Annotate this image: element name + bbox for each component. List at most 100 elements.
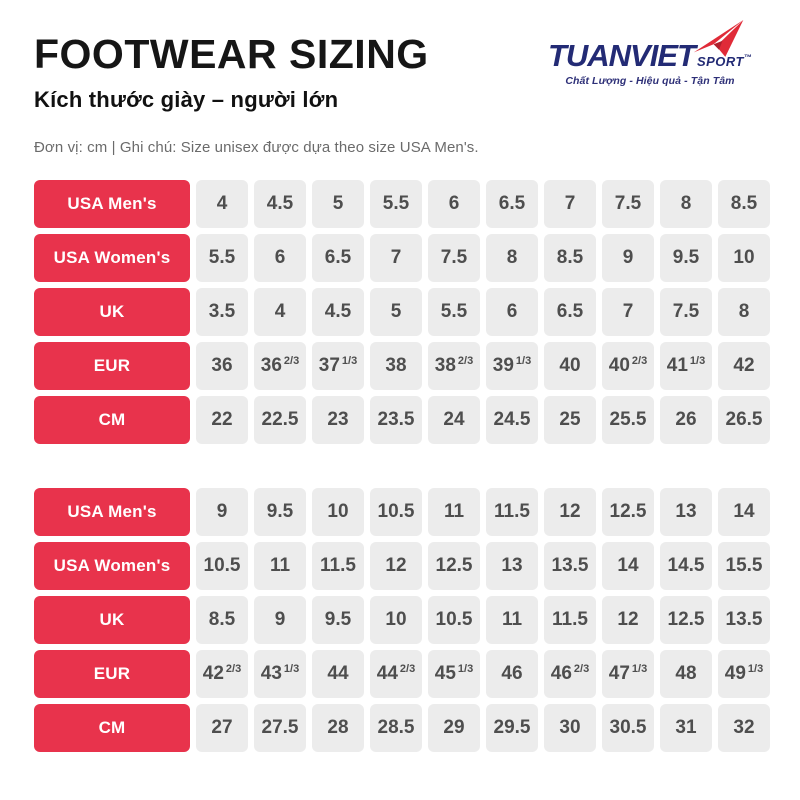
size-cell: 9.5 — [254, 488, 306, 536]
page-header: FOOTWEAR SIZING Kích thước giày – người … — [30, 20, 770, 113]
row-header: USA Men's — [34, 488, 190, 536]
size-cell: 24.5 — [486, 396, 538, 444]
size-cell: 6 — [428, 180, 480, 228]
size-cell: 22 — [196, 396, 248, 444]
fraction-suffix: 1/3 — [283, 663, 300, 675]
size-cell: 5 — [312, 180, 364, 228]
size-cell: 49 1/3 — [718, 650, 770, 698]
fraction-suffix: 2/3 — [573, 663, 590, 675]
size-cell: 8.5 — [718, 180, 770, 228]
row-header: USA Women's — [34, 234, 190, 282]
size-cell: 7 — [544, 180, 596, 228]
size-cell: 11 — [254, 542, 306, 590]
trademark-symbol: ™ — [744, 53, 752, 62]
fraction-suffix: 2/3 — [283, 355, 300, 367]
size-cell: 7 — [370, 234, 422, 282]
size-cell: 40 2/3 — [602, 342, 654, 390]
size-cell: 14.5 — [660, 542, 712, 590]
page-title: FOOTWEAR SIZING — [34, 31, 429, 77]
fraction-suffix: 1/3 — [341, 355, 358, 367]
size-cell: 10.5 — [428, 596, 480, 644]
size-cell: 44 2/3 — [370, 650, 422, 698]
size-cell: 9 — [602, 234, 654, 282]
size-cell: 23 — [312, 396, 364, 444]
table-row: UK 8.5 9 9.5 10 10.5 11 11.5 12 12.5 13.5 — [34, 596, 770, 644]
size-cell: 10.5 — [370, 488, 422, 536]
fraction-suffix: 2/3 — [457, 355, 474, 367]
size-cell: 13 — [660, 488, 712, 536]
size-cell: 22.5 — [254, 396, 306, 444]
size-cell: 46 2/3 — [544, 650, 596, 698]
size-cell: 6 — [486, 288, 538, 336]
size-cell: 5 — [370, 288, 422, 336]
size-cell: 6.5 — [544, 288, 596, 336]
row-header: EUR — [34, 342, 190, 390]
size-cell: 42 2/3 — [196, 650, 248, 698]
size-cell: 23.5 — [370, 396, 422, 444]
size-cell: 8 — [660, 180, 712, 228]
size-cell: 9 — [254, 596, 306, 644]
table-row: USA Men's 9 9.5 10 10.5 11 11.5 12 12.5 13 14 — [34, 488, 770, 536]
fraction-suffix: 2/3 — [399, 663, 416, 675]
size-cell: 8.5 — [544, 234, 596, 282]
size-cell: 36 — [196, 342, 248, 390]
size-cell: 10.5 — [196, 542, 248, 590]
size-cell: 9 — [196, 488, 248, 536]
size-cell: 6 — [254, 234, 306, 282]
size-cell: 47 1/3 — [602, 650, 654, 698]
fraction-suffix: 1/3 — [457, 663, 474, 675]
size-cell: 14 — [718, 488, 770, 536]
size-cell: 25 — [544, 396, 596, 444]
table-spacer — [30, 450, 770, 488]
row-header: CM — [34, 396, 190, 444]
size-cell: 15.5 — [718, 542, 770, 590]
size-cell: 39 1/3 — [486, 342, 538, 390]
size-cell: 8 — [718, 288, 770, 336]
size-cell: 11.5 — [312, 542, 364, 590]
size-cell: 6.5 — [486, 180, 538, 228]
size-cell: 12 — [370, 542, 422, 590]
size-cell: 27 — [196, 704, 248, 752]
size-cell: 38 — [370, 342, 422, 390]
size-cell: 29 — [428, 704, 480, 752]
size-cell: 26 — [660, 396, 712, 444]
size-cell: 4.5 — [254, 180, 306, 228]
size-cell: 8.5 — [196, 596, 248, 644]
size-cell: 5.5 — [370, 180, 422, 228]
fraction-suffix: 2/3 — [631, 355, 648, 367]
size-table-2: USA Men's 9 9.5 10 10.5 11 11.5 12 12.5 13 14 USA W… — [34, 488, 770, 752]
size-cell: 11 — [486, 596, 538, 644]
size-cell: 7.5 — [660, 288, 712, 336]
row-header: UK — [34, 596, 190, 644]
size-cell: 11 — [428, 488, 480, 536]
size-cell: 9.5 — [660, 234, 712, 282]
logo-sport-text: SPORT — [696, 54, 744, 69]
size-cell: 36 2/3 — [254, 342, 306, 390]
table-row: USA Women's 5.5 6 6.5 7 7.5 8 8.5 9 9.5 10 — [34, 234, 770, 282]
table-row: EUR 42 2/3 43 1/3 44 44 2/3 45 1/3 46 46 2/3 47 1/3 48 4… — [34, 650, 770, 698]
size-table-1: USA Men's 4 4.5 5 5.5 6 6.5 7 7.5 8 8.5 USA Women's… — [34, 180, 770, 444]
size-tables: USA Men's 4 4.5 5 5.5 6 6.5 7 7.5 8 8.5 USA Women's… — [30, 180, 770, 752]
size-cell: 25.5 — [602, 396, 654, 444]
size-cell: 7 — [602, 288, 654, 336]
size-cell: 29.5 — [486, 704, 538, 752]
size-cell: 12.5 — [602, 488, 654, 536]
size-cell: 30 — [544, 704, 596, 752]
size-cell: 24 — [428, 396, 480, 444]
size-cell: 13 — [486, 542, 538, 590]
table-row: UK 3.5 4 4.5 5 5.5 6 6.5 7 7.5 8 — [34, 288, 770, 336]
size-cell: 28.5 — [370, 704, 422, 752]
paper-plane-icon — [693, 20, 744, 57]
size-cell: 43 1/3 — [254, 650, 306, 698]
size-cell: 46 — [486, 650, 538, 698]
size-cell: 13.5 — [718, 596, 770, 644]
size-cell: 27.5 — [254, 704, 306, 752]
size-cell: 10 — [718, 234, 770, 282]
size-cell: 30.5 — [602, 704, 654, 752]
table-row: USA Women's 10.5 11 11.5 12 12.5 13 13.5 14 14.5 1… — [34, 542, 770, 590]
size-cell: 5.5 — [428, 288, 480, 336]
table-row: USA Men's 4 4.5 5 5.5 6 6.5 7 7.5 8 8.5 — [34, 180, 770, 228]
logo-wordmark: TUANVIET SPORT ™ — [548, 40, 752, 71]
size-cell: 48 — [660, 650, 712, 698]
table-row: EUR 36 36 2/3 37 1/3 38 38 2/3 39 1/3 40 40 2/3 41 1/3 4… — [34, 342, 770, 390]
